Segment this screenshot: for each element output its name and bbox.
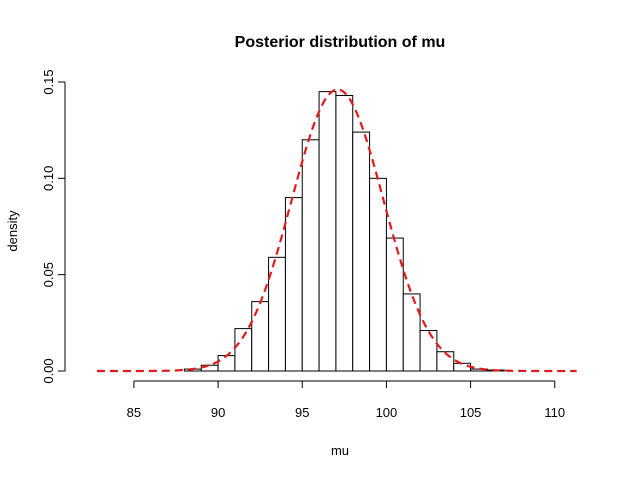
x-tick-label: 100 <box>376 405 398 420</box>
y-tick-label: 0.10 <box>41 166 56 191</box>
chart-title: Posterior distribution of mu <box>235 34 446 51</box>
x-axis: 85 90 95 100 105 110 <box>127 380 565 420</box>
histogram-bar <box>318 91 337 372</box>
curve-layer <box>96 88 577 373</box>
histogram-bar <box>335 94 354 372</box>
histogram-bar <box>301 139 320 372</box>
density-curve-line <box>96 88 577 373</box>
histogram-bar <box>217 355 236 372</box>
histogram-bar <box>369 177 387 372</box>
histogram-bar <box>251 301 270 372</box>
x-tick-label: 110 <box>544 405 565 420</box>
x-tick-label: 95 <box>295 405 309 420</box>
x-tick-label: 85 <box>127 405 141 420</box>
y-tick-label: 0.05 <box>41 262 56 287</box>
bars-layer <box>183 91 505 372</box>
histogram-bar <box>352 131 371 372</box>
y-tick-label: 0.15 <box>41 69 56 94</box>
histogram-bar <box>436 351 455 372</box>
y-axis-label: density <box>5 210 20 252</box>
histogram-bar <box>419 330 438 372</box>
x-axis-label: mu <box>331 443 349 458</box>
x-tick-label: 90 <box>211 405 225 420</box>
y-axis: 0.00 0.05 0.10 0.15 <box>41 69 66 384</box>
histogram-bar <box>284 197 303 372</box>
histogram-bar <box>385 237 404 372</box>
histogram-bar <box>453 362 472 372</box>
histogram-bar <box>402 293 421 372</box>
x-tick-label: 105 <box>460 405 482 420</box>
y-tick-label: 0.00 <box>41 358 56 383</box>
